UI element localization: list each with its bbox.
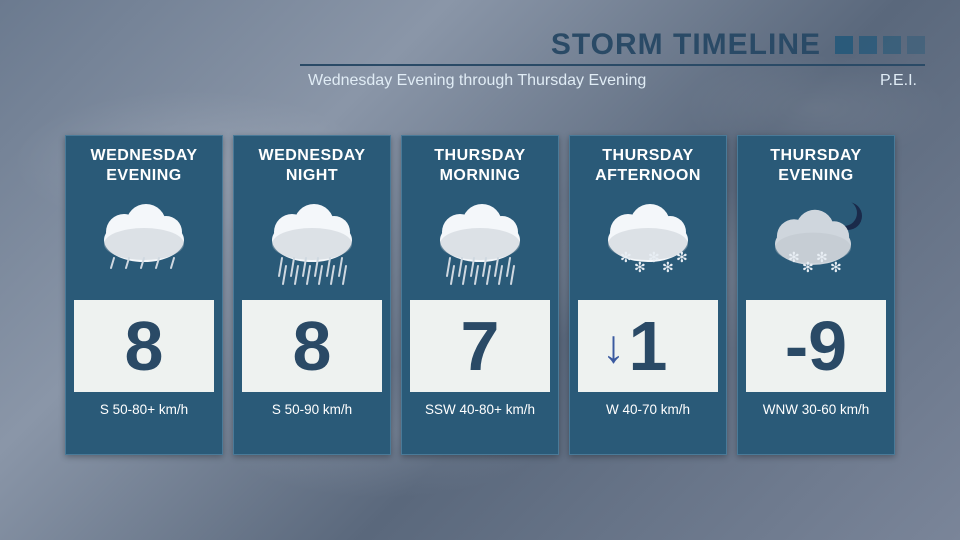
forecast-card: THURSDAY MORNING 7 SSW 40-80+ km/h [401,135,559,455]
forecast-card: THURSDAY AFTERNOON ✻✻✻✻✻ ↓ 1 W 40-70 km/… [569,135,727,455]
svg-text:✻: ✻ [634,259,646,275]
period-label: WEDNESDAY NIGHT [258,146,365,190]
temperature-box: 7 [410,300,550,392]
temperature-value: 8 [125,311,164,381]
period-day: THURSDAY [595,146,701,166]
temperature-value: 7 [461,311,500,381]
period-part: EVENING [90,166,197,186]
svg-text:✻: ✻ [662,259,674,275]
subtitle-text: Wednesday Evening through Thursday Eveni… [308,72,646,90]
period-label: WEDNESDAY EVENING [90,146,197,190]
period-label: THURSDAY AFTERNOON [595,146,701,190]
subtitle-row: Wednesday Evening through Thursday Eveni… [300,68,925,90]
svg-text:✻: ✻ [788,249,800,265]
temperature-box: ↓ 1 [578,300,718,392]
region-label: P.E.I. [880,72,917,90]
temperature-value: 8 [293,311,332,381]
forecast-card: WEDNESDAY NIGHT 8 S 50-90 km/h [233,135,391,455]
weather-icon [410,190,550,300]
svg-text:✻: ✻ [676,249,688,265]
weather-icon [74,190,214,300]
decorative-squares [835,36,925,54]
period-part: NIGHT [258,166,365,186]
wind-label: W 40-70 km/h [606,402,690,417]
svg-text:✻: ✻ [620,249,632,265]
falling-arrow-icon: ↓ [602,319,625,373]
temperature-box: 8 [242,300,382,392]
temperature-value: 1 [629,311,668,381]
period-part: MORNING [434,166,525,186]
temperature-value: -9 [785,311,847,381]
weather-icon: ✻✻✻✻ [746,190,886,300]
weather-icon: ✻✻✻✻✻ [578,190,718,300]
period-day: THURSDAY [770,146,861,166]
svg-text:✻: ✻ [816,249,828,265]
forecast-card: THURSDAY EVENING ✻✻✻✻ -9 WNW 30-60 km/h [737,135,895,455]
wind-label: S 50-90 km/h [272,402,352,417]
period-label: THURSDAY MORNING [434,146,525,190]
wind-label: SSW 40-80+ km/h [425,402,535,417]
weather-icon [242,190,382,300]
title-row: STORM TIMELINE [300,28,925,66]
period-part: EVENING [770,166,861,186]
forecast-cards: WEDNESDAY EVENING 8 S 50-80+ km/h WEDNES… [60,135,900,455]
wind-label: WNW 30-60 km/h [763,402,870,417]
period-day: WEDNESDAY [90,146,197,166]
period-day: THURSDAY [434,146,525,166]
header-bar: STORM TIMELINE Wednesday Evening through… [300,28,925,90]
svg-text:✻: ✻ [802,259,814,275]
forecast-card: WEDNESDAY EVENING 8 S 50-80+ km/h [65,135,223,455]
temperature-box: 8 [74,300,214,392]
period-part: AFTERNOON [595,166,701,186]
wind-label: S 50-80+ km/h [100,402,188,417]
svg-text:✻: ✻ [830,259,842,275]
period-day: WEDNESDAY [258,146,365,166]
svg-text:✻: ✻ [648,249,660,265]
temperature-box: -9 [746,300,886,392]
graphic-title: STORM TIMELINE [551,28,821,62]
period-label: THURSDAY EVENING [770,146,861,190]
